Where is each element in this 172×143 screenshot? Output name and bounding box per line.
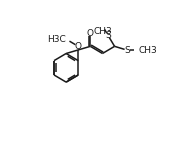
Text: CH3: CH3 xyxy=(138,46,157,55)
Text: S: S xyxy=(105,31,111,40)
Text: CH3: CH3 xyxy=(94,26,112,35)
Text: O: O xyxy=(75,42,82,51)
Text: O: O xyxy=(87,29,94,38)
Text: S: S xyxy=(124,46,130,55)
Text: H3C: H3C xyxy=(47,35,66,44)
